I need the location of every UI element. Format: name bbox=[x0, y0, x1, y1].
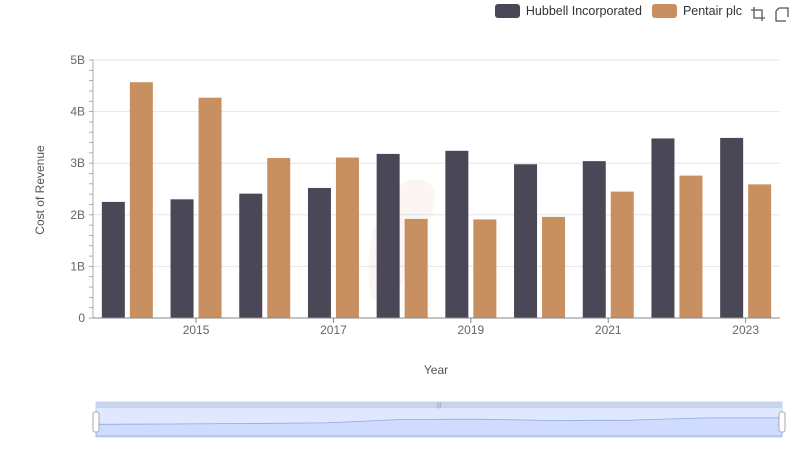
bar-hubbell-2019[interactable] bbox=[445, 150, 469, 318]
slider-preview-line bbox=[95, 417, 783, 437]
y-tick-label: 5B bbox=[70, 53, 85, 67]
y-axis: 0 1B 2B 3B 4B 5B bbox=[70, 53, 94, 325]
x-tick-label: 2017 bbox=[320, 323, 347, 337]
x-axis: 2015 2017 2019 2021 2023 bbox=[93, 317, 780, 337]
bar-hubbell-2022[interactable] bbox=[651, 138, 675, 318]
bar-hubbell-2021[interactable] bbox=[582, 161, 606, 318]
bar-pentair-2017[interactable] bbox=[335, 157, 359, 318]
bar-hubbell-2017[interactable] bbox=[307, 187, 331, 318]
legend-item-hubbell[interactable]: Hubbell Incorporated bbox=[494, 4, 642, 18]
legend-label-hubbell: Hubbell Incorporated bbox=[525, 4, 642, 18]
y-tick-label: 2B bbox=[70, 208, 85, 222]
bar-hubbell-2020[interactable] bbox=[514, 164, 538, 318]
bar-hubbell-2015[interactable] bbox=[170, 199, 194, 318]
x-tick-label: 2015 bbox=[183, 323, 210, 337]
bars bbox=[101, 82, 772, 318]
toolbar bbox=[750, 6, 790, 22]
slider-top-bar[interactable] bbox=[96, 402, 782, 408]
slider-right-handle[interactable] bbox=[778, 411, 786, 433]
x-tick-label: 2019 bbox=[457, 323, 484, 337]
bar-pentair-2016[interactable] bbox=[267, 158, 291, 318]
legend-item-pentair[interactable]: Pentair plc bbox=[651, 4, 742, 18]
slider-left-handle[interactable] bbox=[92, 411, 100, 433]
bar-pentair-2015[interactable] bbox=[198, 97, 222, 318]
slider-grip-icon[interactable]: ||| bbox=[437, 403, 442, 409]
y-tick-label: 4B bbox=[70, 105, 85, 119]
x-tick-label: 2023 bbox=[732, 323, 759, 337]
bar-hubbell-2016[interactable] bbox=[239, 193, 263, 318]
x-tick-label: 2021 bbox=[595, 323, 622, 337]
bar-pentair-2018[interactable] bbox=[404, 218, 428, 318]
range-slider[interactable]: ||| bbox=[92, 401, 786, 438]
bar-pentair-2019[interactable] bbox=[473, 219, 497, 318]
grid bbox=[93, 59, 780, 319]
y-tick-label: 1B bbox=[70, 259, 85, 273]
bar-pentair-2020[interactable] bbox=[542, 216, 566, 318]
bar-pentair-2022[interactable] bbox=[679, 175, 703, 318]
x-axis-title: Year bbox=[423, 363, 449, 377]
bar-pentair-2023[interactable] bbox=[748, 184, 772, 318]
bar-hubbell-2018[interactable] bbox=[376, 153, 400, 318]
bar-pentair-2021[interactable] bbox=[610, 191, 634, 318]
legend-label-pentair: Pentair plc bbox=[682, 4, 742, 18]
legend: Hubbell Incorporated Pentair plc bbox=[494, 4, 742, 18]
y-tick-label: 0 bbox=[78, 311, 85, 325]
box-zoom-icon[interactable] bbox=[750, 6, 766, 22]
y-axis-title: Cost of Revenue bbox=[33, 145, 47, 235]
reset-zoom-icon[interactable] bbox=[774, 6, 790, 22]
bar-pentair-2014[interactable] bbox=[129, 82, 153, 318]
legend-swatch-hubbell bbox=[494, 4, 520, 18]
legend-swatch-pentair bbox=[651, 4, 677, 18]
bar-hubbell-2023[interactable] bbox=[720, 137, 744, 318]
bar-hubbell-2014[interactable] bbox=[101, 201, 125, 318]
y-tick-label: 3B bbox=[70, 156, 85, 170]
